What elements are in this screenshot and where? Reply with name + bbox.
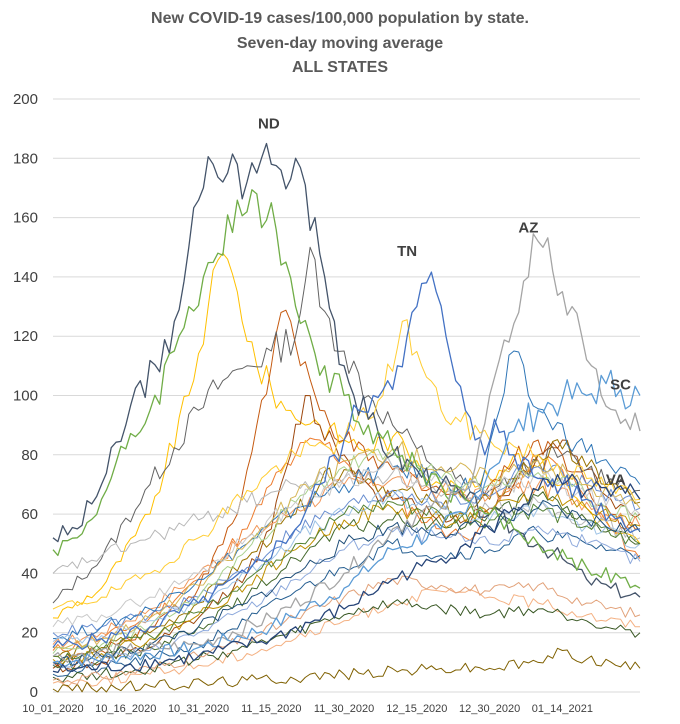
series-line [52,598,641,683]
y-tick-label: 60 [21,506,38,523]
series-line-tn [52,271,641,650]
annotation-va: VA [606,471,626,488]
annotation-tn: TN [397,243,417,260]
series-line-sd [52,189,641,589]
x-tick-label: 11_30_2020 [314,703,374,715]
annotation-nd: ND [258,116,280,133]
series-line [52,319,641,610]
series-line [52,463,641,638]
chart-title-line-1: New COVID-19 cases/100,000 population by… [151,10,529,27]
y-tick-label: 80 [21,447,38,464]
series-line [52,647,641,693]
series-line-nd [52,142,641,599]
series-line-sc [52,369,641,668]
y-tick-label: 120 [13,328,38,345]
series-line [52,395,641,673]
y-tick-label: 0 [30,684,38,701]
series-line [52,448,641,654]
series-line [52,499,641,666]
x-tick-label: 01_14_2021 [532,703,593,715]
series-line [52,525,641,677]
annotation-sc: SC [610,377,631,394]
x-tick-label: 10_31_2020 [168,703,229,715]
series-line [52,498,641,662]
series-line [52,587,641,688]
series-line-az [52,233,641,663]
chart-title-line-3: ALL STATES [292,59,388,76]
y-tick-label: 200 [13,91,38,108]
series-line [52,457,641,628]
series-line [52,485,641,665]
y-tick-label: 20 [21,625,38,642]
x-tick-label: 12_30_2020 [459,703,520,715]
x-tick-label: 10_16_2020 [95,703,156,715]
y-tick-label: 180 [13,150,38,167]
series-line [52,491,641,670]
y-tick-label: 160 [13,210,38,227]
series-line [52,489,641,644]
series-line [52,525,641,668]
series-line-va [52,473,641,674]
chart-title-line-2: Seven-day moving average [236,35,444,52]
y-tick-label: 100 [13,388,38,405]
x-tick-label: 10_01_2020 [22,703,83,715]
series-line [52,439,641,659]
series-line [52,350,641,641]
y-tick-label: 40 [21,565,38,582]
x-tick-label: 12_15_2020 [386,703,447,715]
x-tick-label: 11_15_2020 [241,703,301,715]
annotation-az: AZ [518,219,538,236]
y-tick-label: 140 [13,269,38,286]
series-line [52,252,641,619]
series-line [52,441,641,650]
